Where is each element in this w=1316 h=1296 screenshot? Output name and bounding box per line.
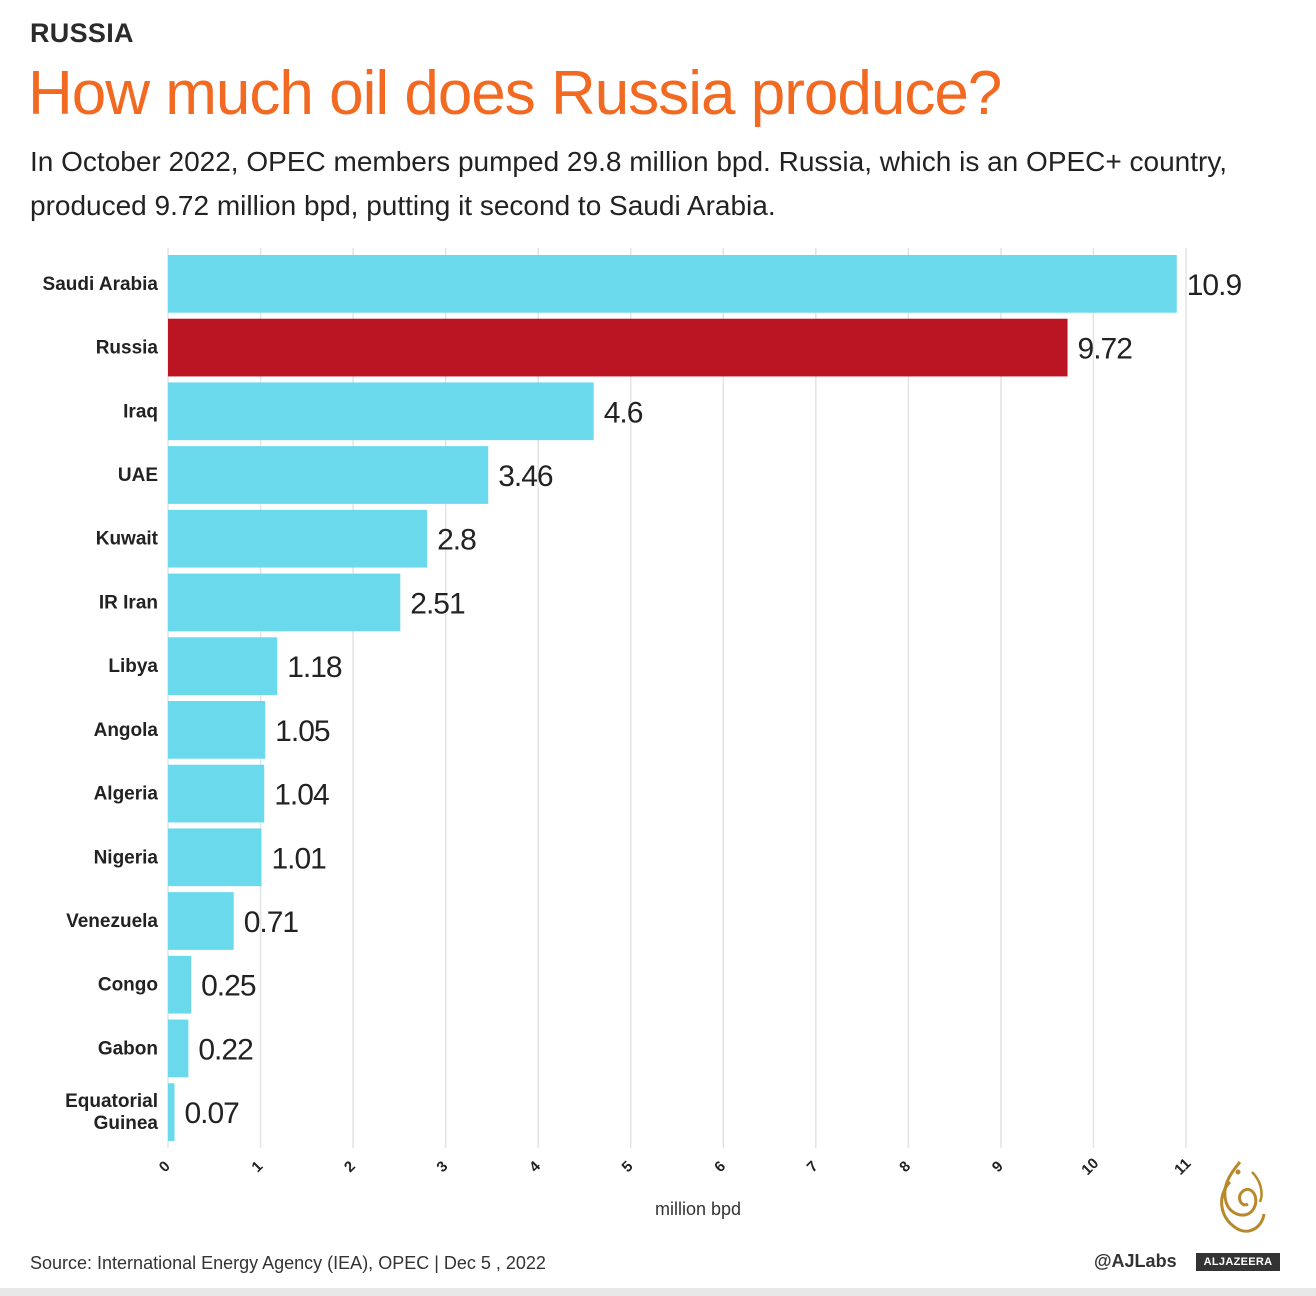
category-label: Iraq: [123, 401, 158, 422]
category-label: Saudi Arabia: [43, 274, 159, 295]
value-label: 2.8: [437, 524, 476, 557]
x-tick-label: 0: [156, 1158, 174, 1176]
category-label: Angola: [94, 720, 159, 741]
value-label: 9.72: [1078, 333, 1133, 366]
category-label-line: IR Iran: [99, 592, 158, 613]
category-label-line: Equatorial: [65, 1091, 158, 1112]
value-label: 1.01: [271, 842, 326, 875]
bottom-strip: [0, 1288, 1316, 1296]
category-label: Congo: [98, 975, 158, 996]
value-label: 2.51: [410, 587, 465, 620]
category-label-line: Congo: [98, 975, 158, 996]
source-note: Source: International Energy Agency (IEA…: [30, 1253, 546, 1273]
x-tick-label: 4: [526, 1157, 544, 1175]
bar: [168, 892, 234, 950]
value-label: 1.04: [274, 779, 329, 812]
category-label-line: Algeria: [94, 784, 159, 805]
value-label: 1.05: [275, 715, 330, 748]
chart-title: How much oil does Russia produce?: [28, 59, 1002, 128]
value-label: 1.18: [287, 651, 342, 684]
bar: [168, 764, 265, 823]
category-label-line: Angola: [94, 720, 159, 741]
bar: [168, 382, 594, 441]
category-label-line: Guinea: [94, 1113, 159, 1134]
x-tick-label: 7: [804, 1158, 822, 1176]
category-label: Equatorial Guinea: [65, 1091, 158, 1134]
x-tick-label: 5: [619, 1158, 637, 1176]
x-axis-title: million bpd: [655, 1199, 741, 1219]
x-tick-label: 11: [1171, 1155, 1194, 1178]
value-label: 0.07: [184, 1097, 239, 1130]
value-label: 3.46: [498, 460, 553, 493]
category-label: Nigeria: [94, 847, 159, 868]
bar: [168, 255, 1177, 313]
x-tick-label: 8: [896, 1158, 914, 1176]
bar: [168, 318, 1068, 377]
kicker-label: RUSSIA: [30, 18, 134, 48]
aljazeera-logo-icon: [1220, 1161, 1266, 1233]
category-label: Algeria: [94, 784, 159, 805]
category-label-line: Iraq: [123, 401, 158, 422]
category-label: UAE: [118, 465, 158, 486]
bar: [168, 446, 489, 504]
category-label-line: UAE: [118, 465, 158, 486]
bar: [168, 509, 428, 568]
bar: [168, 955, 192, 1014]
x-tick-label: 1: [248, 1158, 266, 1176]
category-label: Gabon: [98, 1038, 158, 1059]
category-label-line: Kuwait: [96, 529, 159, 550]
value-label: 0.22: [198, 1033, 253, 1066]
category-label-line: Russia: [96, 338, 159, 359]
category-label: Kuwait: [96, 529, 159, 550]
x-tick-label: 6: [711, 1158, 729, 1176]
aljazeera-badge: ALJAZEERA: [1196, 1253, 1280, 1271]
category-label: IR Iran: [99, 592, 158, 613]
x-tick-label: 2: [341, 1158, 359, 1176]
bar: [168, 1019, 189, 1078]
bar: [168, 573, 401, 632]
category-label: Venezuela: [66, 911, 158, 932]
x-tick-label: 9: [989, 1158, 1007, 1176]
bar: [168, 637, 278, 695]
category-label-line: Nigeria: [94, 847, 159, 868]
x-tick-label: 3: [433, 1158, 451, 1176]
value-label: 0.71: [244, 906, 299, 939]
category-label-line: Venezuela: [66, 911, 158, 932]
bar: [168, 1083, 175, 1141]
x-tick-label: 10: [1078, 1155, 1102, 1179]
chart-subtitle: In October 2022, OPEC members pumped 29.…: [30, 146, 1228, 221]
category-label-line: Libya: [108, 656, 158, 677]
category-label: Libya: [108, 656, 158, 677]
category-label: Russia: [96, 338, 159, 359]
ajlabs-handle: @AJLabs: [1094, 1251, 1177, 1271]
bar: [168, 828, 262, 887]
bar-chart: Saudi Arabia 10.9 Russia 9.72 Iraq 4.6 UAE 3.46…: [43, 248, 1242, 1219]
bar: [168, 701, 266, 759]
category-label-line: Gabon: [98, 1038, 158, 1059]
value-label: 10.9: [1187, 269, 1242, 302]
value-label: 0.25: [201, 970, 256, 1003]
category-label-line: Saudi Arabia: [43, 274, 159, 295]
value-label: 4.6: [604, 396, 643, 429]
